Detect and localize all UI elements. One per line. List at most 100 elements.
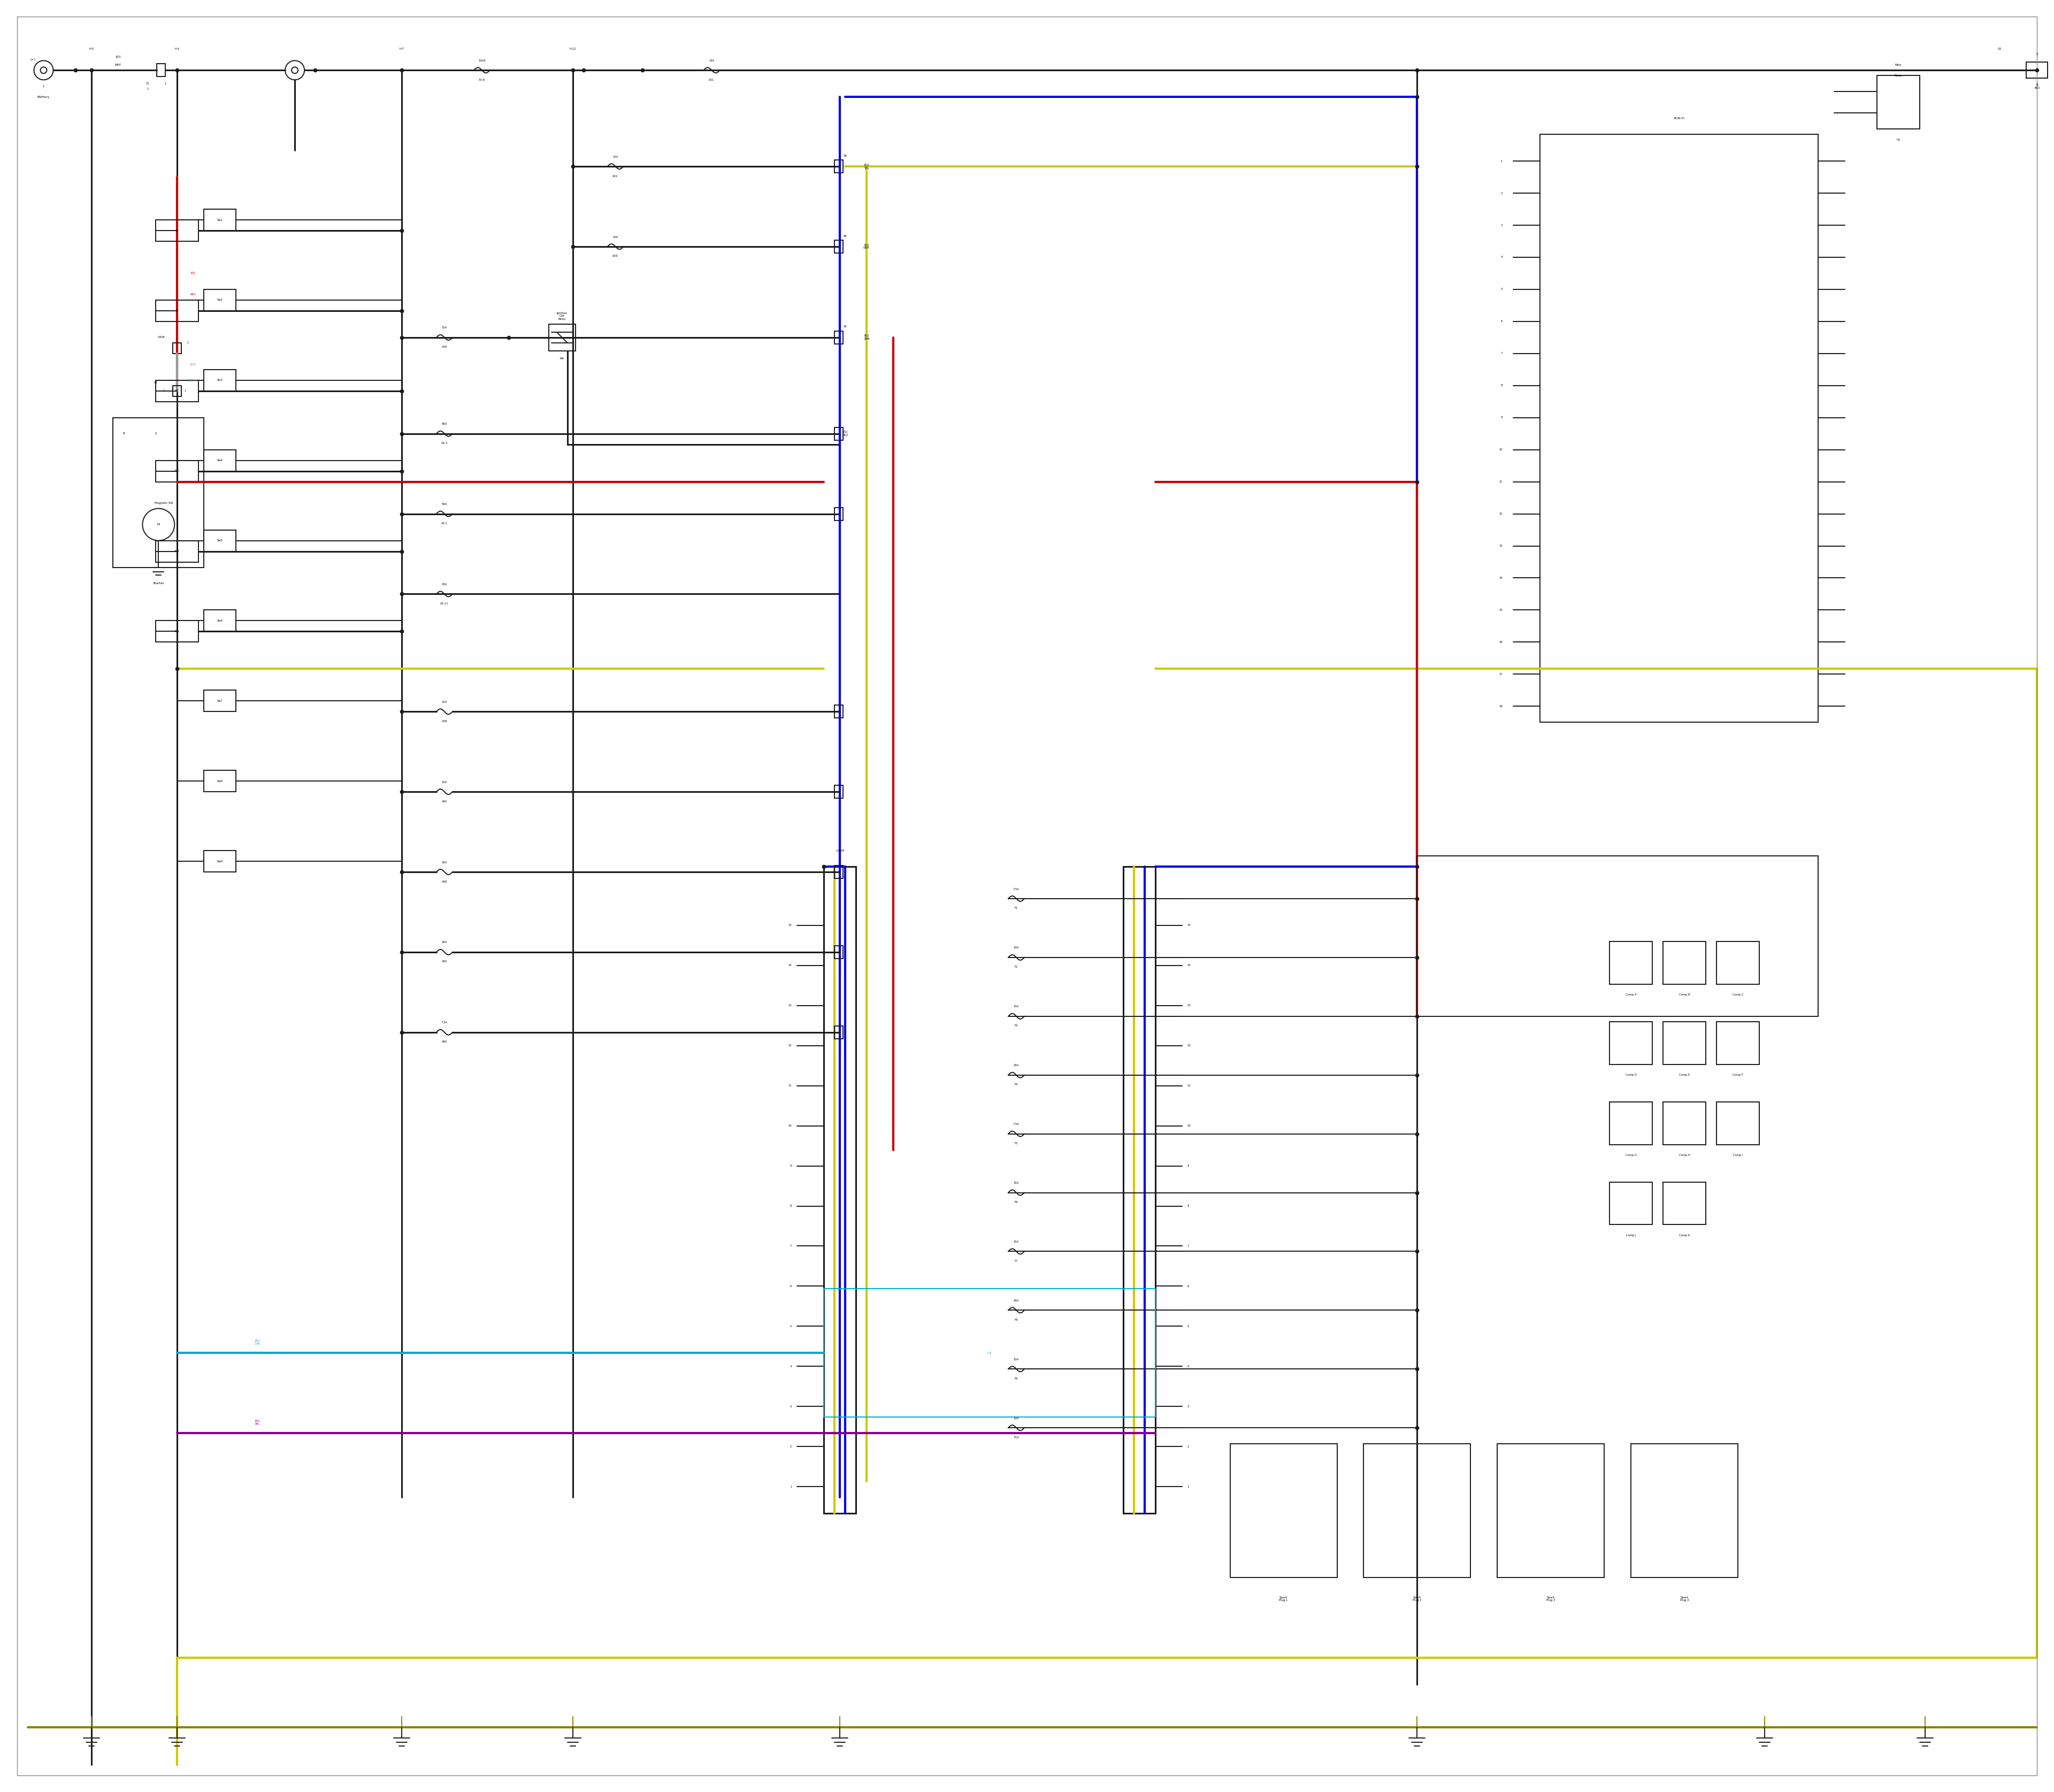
Text: C4: C4: [988, 1351, 992, 1355]
Text: Magnetic SW: Magnetic SW: [154, 502, 173, 505]
Text: [EJ]
PPL: [EJ] PPL: [255, 1419, 259, 1425]
Bar: [203, 369, 236, 391]
Text: (+): (+): [31, 57, 35, 61]
Text: H-0: H-0: [88, 48, 94, 50]
Text: [EJ]
CYN: [EJ] CYN: [255, 1339, 261, 1346]
Text: 15A: 15A: [1013, 1005, 1019, 1007]
Text: M4: M4: [561, 358, 565, 360]
Bar: [156, 65, 166, 77]
Text: Battery: Battery: [37, 95, 49, 99]
Bar: [203, 530, 236, 552]
Bar: [834, 946, 842, 959]
Bar: [834, 1025, 842, 1039]
Text: IG1: IG1: [175, 631, 179, 633]
Text: 15A: 15A: [709, 59, 715, 63]
Text: Comp B: Comp B: [1678, 993, 1690, 996]
Text: Relay: Relay: [1894, 73, 1902, 77]
Bar: [1717, 1102, 1758, 1145]
Text: [EJ]: [EJ]: [191, 272, 195, 274]
Text: F3: F3: [1015, 1025, 1019, 1027]
Text: 12: 12: [789, 1045, 793, 1047]
Bar: [834, 159, 842, 172]
Text: 15A: 15A: [1013, 1240, 1019, 1244]
Text: 20A: 20A: [1013, 1299, 1019, 1303]
Bar: [824, 867, 857, 1512]
Bar: [1124, 867, 1154, 1512]
Text: M: M: [156, 523, 160, 525]
Bar: [548, 324, 575, 351]
Text: 20A: 20A: [442, 860, 448, 864]
Bar: [203, 450, 236, 471]
Bar: [834, 332, 842, 344]
Text: 13: 13: [789, 1004, 793, 1007]
Text: EJ
BLU: EJ BLU: [2033, 84, 2040, 90]
Text: A2-1: A2-1: [442, 521, 448, 525]
Text: 10: 10: [1499, 448, 1504, 452]
Text: Comp C: Comp C: [1732, 993, 1744, 996]
Text: PCM-FI: PCM-FI: [1674, 116, 1684, 120]
Bar: [173, 342, 181, 353]
Text: Comp I: Comp I: [1734, 1154, 1742, 1156]
Text: A45: A45: [442, 799, 448, 803]
Bar: [203, 210, 236, 231]
Text: Starter: Starter: [152, 582, 164, 584]
Bar: [834, 866, 842, 878]
Text: WHT: WHT: [115, 63, 121, 66]
Bar: [1664, 941, 1705, 984]
Text: 7.5A: 7.5A: [442, 1021, 448, 1023]
Text: [EJ]
GRN: [EJ] GRN: [863, 335, 869, 340]
Text: A60: A60: [442, 1041, 448, 1043]
Bar: [1610, 1183, 1651, 1224]
Text: Comp A: Comp A: [1625, 993, 1637, 996]
Text: H-4: H-4: [175, 48, 179, 50]
Text: ACC: ACC: [175, 470, 181, 473]
Text: 15: 15: [789, 925, 793, 926]
Bar: [1631, 1444, 1738, 1577]
Text: A55: A55: [442, 961, 448, 962]
Bar: [834, 507, 842, 520]
Text: F9: F9: [1015, 1378, 1019, 1380]
Text: Comp E: Comp E: [1678, 1073, 1690, 1077]
Bar: [156, 220, 199, 242]
Text: [EJ]
WHT: [EJ] WHT: [863, 244, 871, 249]
Text: 66: 66: [844, 235, 846, 237]
Text: Sw6: Sw6: [218, 620, 224, 622]
Text: F10: F10: [1015, 1435, 1019, 1439]
Bar: [1364, 1444, 1471, 1577]
Text: 60A: 60A: [442, 423, 448, 425]
Text: A38: A38: [442, 720, 448, 722]
Bar: [1540, 134, 1818, 722]
Text: 10A: 10A: [1013, 1358, 1019, 1360]
Text: [EE]: [EE]: [191, 362, 195, 366]
Text: Sw2: Sw2: [218, 299, 224, 301]
Text: 11: 11: [1499, 480, 1504, 484]
Text: A2-3: A2-3: [442, 443, 448, 444]
Text: Sw1: Sw1: [218, 219, 224, 220]
Text: 7.5A: 7.5A: [1013, 887, 1019, 891]
Text: 14: 14: [789, 964, 793, 968]
Text: 11: 11: [1187, 1084, 1191, 1088]
Bar: [824, 1288, 1154, 1417]
Bar: [1610, 1021, 1651, 1064]
Text: Sw8: Sw8: [218, 780, 224, 783]
Bar: [156, 299, 199, 321]
Text: [EI]: [EI]: [115, 56, 121, 57]
Text: F5: F5: [1015, 1142, 1019, 1145]
Text: A16: A16: [442, 346, 448, 348]
Text: A2-11: A2-11: [440, 602, 448, 606]
Text: 14: 14: [1187, 964, 1191, 968]
Bar: [834, 785, 842, 797]
Text: Comp G: Comp G: [1625, 1154, 1637, 1156]
Text: A21: A21: [709, 79, 715, 81]
Text: Comp H: Comp H: [1678, 1154, 1690, 1156]
Text: 59: 59: [844, 154, 846, 158]
Text: 12: 12: [1499, 513, 1504, 514]
Text: 20A: 20A: [442, 582, 448, 586]
Bar: [2027, 63, 2048, 79]
Text: RED: RED: [191, 294, 197, 296]
Text: F1: F1: [1015, 907, 1019, 910]
Text: 10: 10: [789, 1125, 793, 1127]
Text: 15A: 15A: [612, 156, 618, 158]
Text: 14: 14: [1499, 577, 1504, 579]
Text: Sw3: Sw3: [218, 378, 224, 382]
